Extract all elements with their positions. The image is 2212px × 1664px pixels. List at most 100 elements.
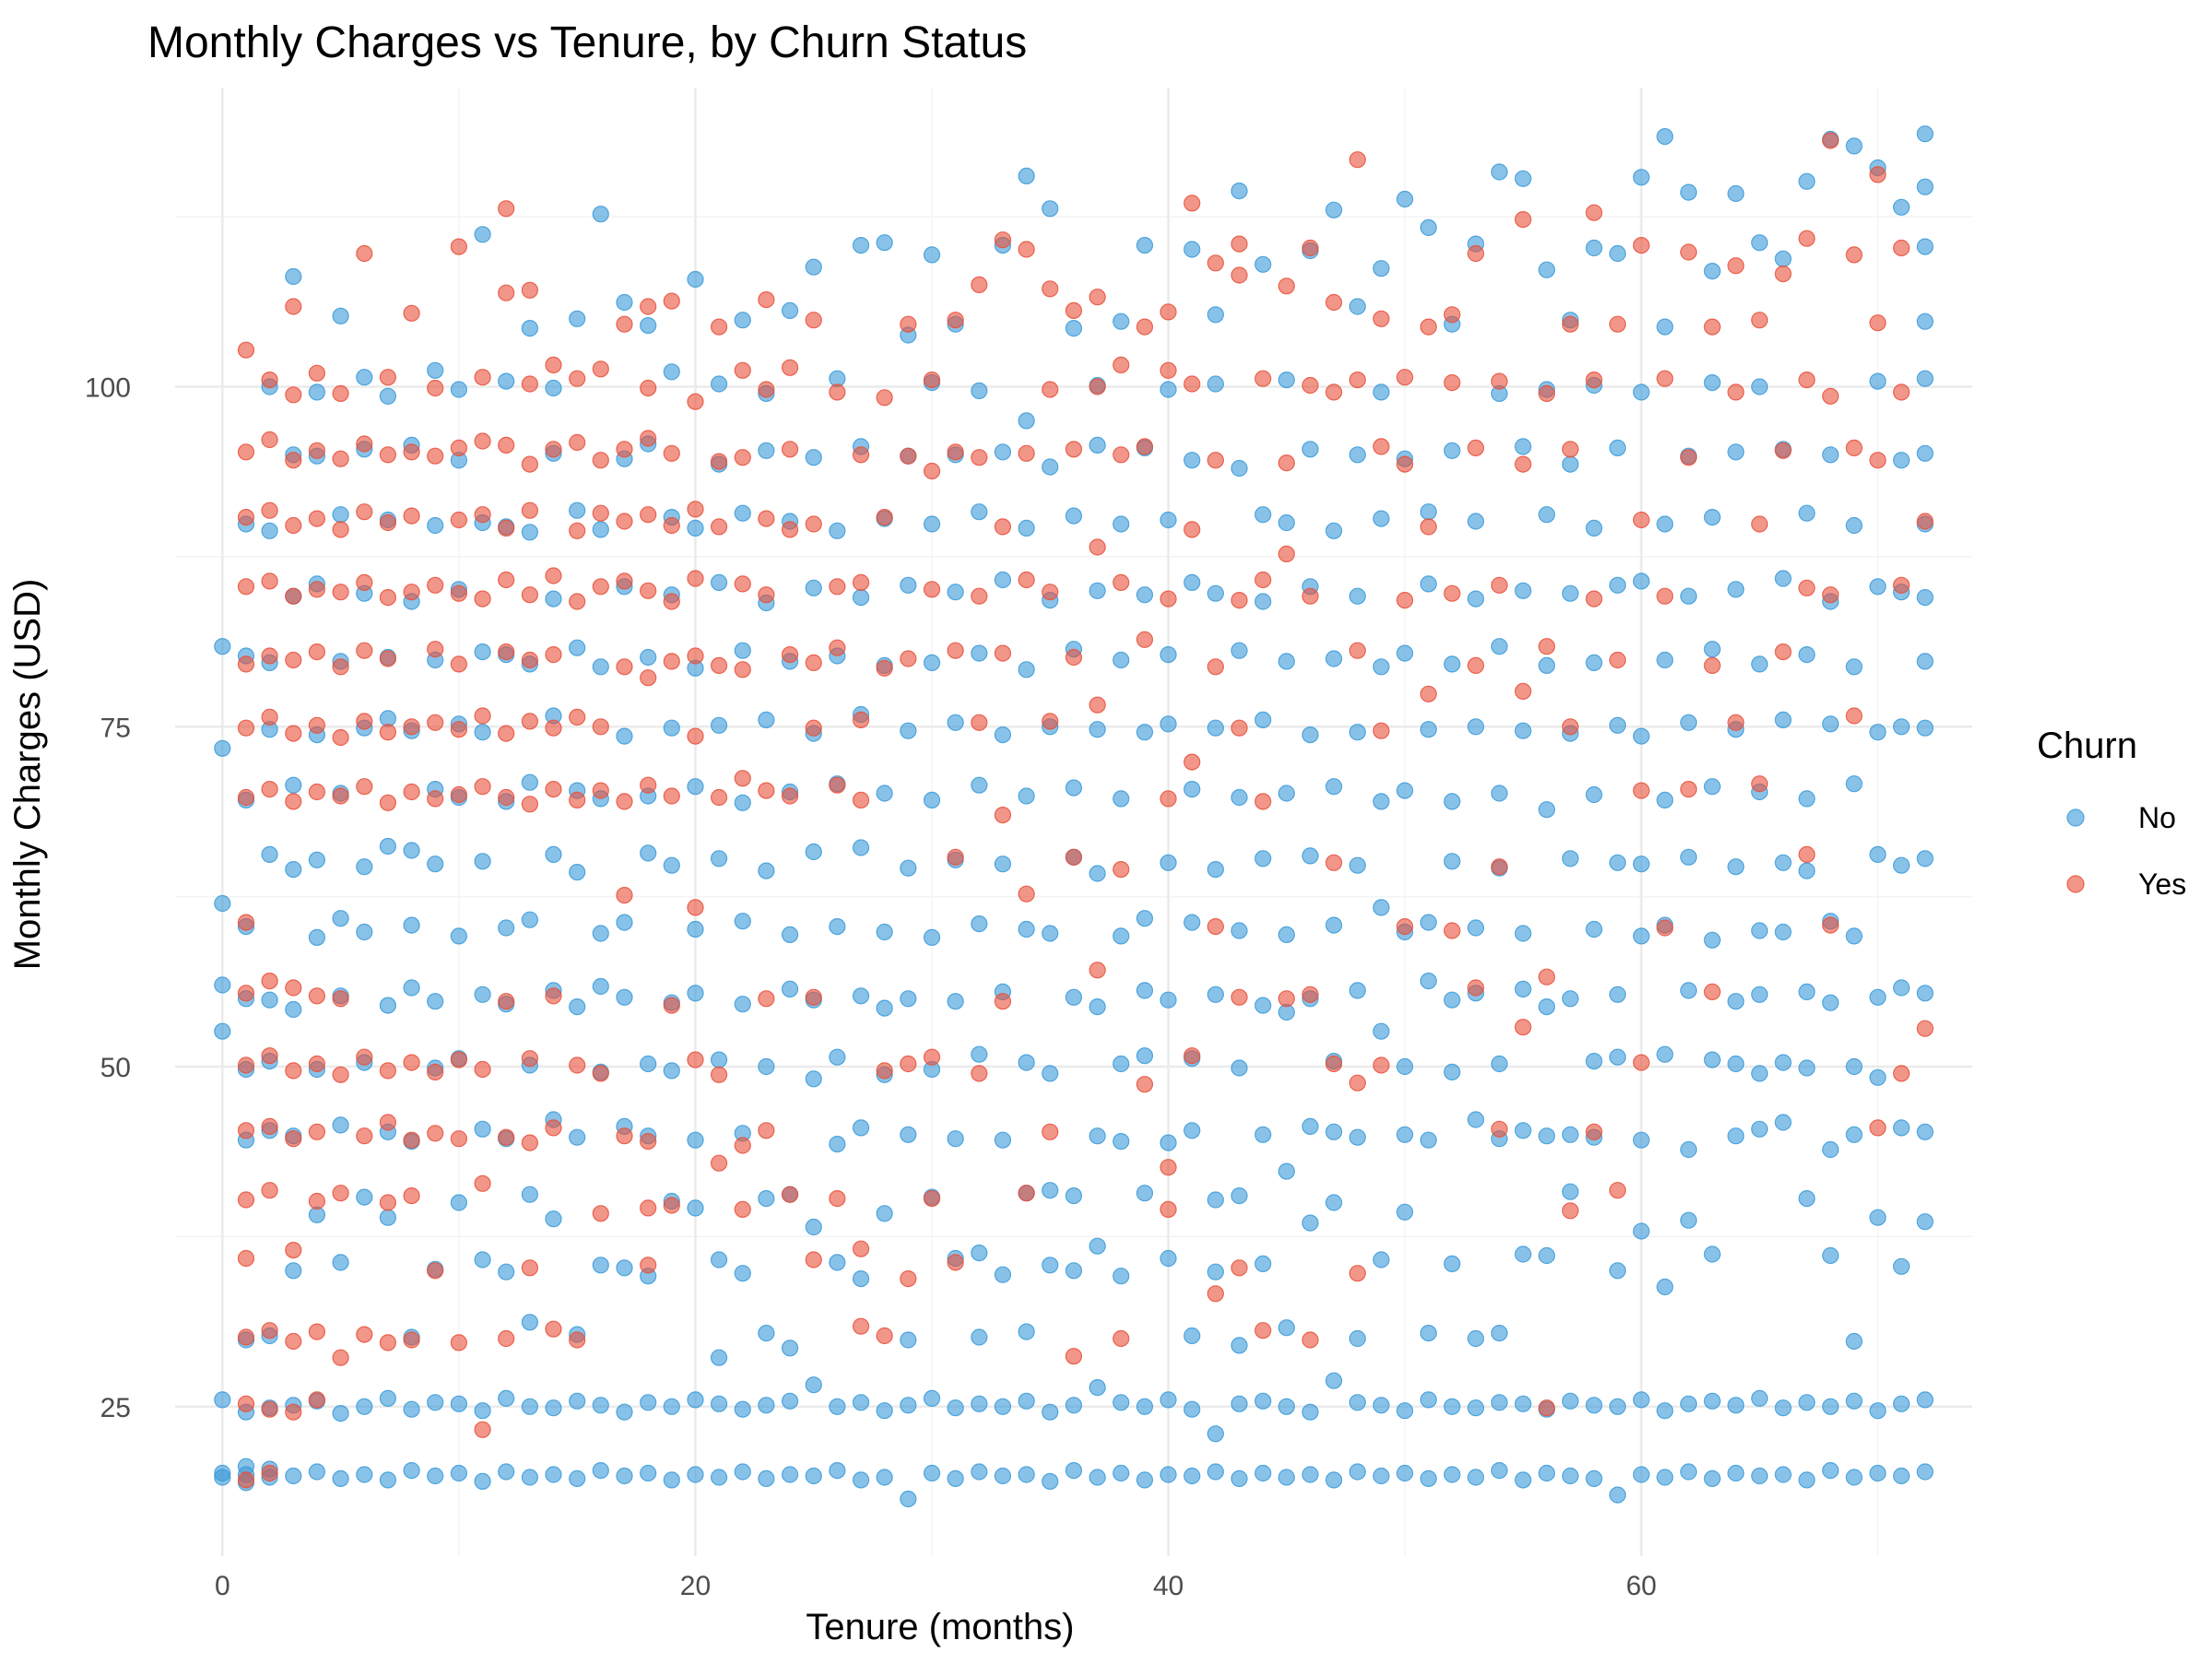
data-point [1088,1127,1106,1145]
data-point [1632,782,1650,799]
data-point [450,927,467,945]
data-point [1301,376,1319,395]
data-point [1892,856,1911,874]
data-point [1088,721,1106,738]
data-point [1135,586,1154,604]
data-point [876,999,893,1017]
data-point [285,725,302,742]
data-point [1869,988,1887,1006]
data-point [1490,858,1508,876]
data-point [545,567,562,584]
data-point [237,443,255,461]
data-point [758,291,775,309]
data-point [734,661,751,679]
data-point [852,987,870,1005]
data-point [1135,724,1154,741]
data-point [1396,1464,1414,1482]
data-point [734,361,751,379]
data-point [332,1469,349,1488]
data-point [1727,384,1745,401]
data-point [1254,1255,1272,1273]
data-point [1112,1132,1130,1151]
data-point [285,587,302,605]
data-point [710,453,728,470]
data-point [569,639,586,656]
data-point [1467,718,1485,736]
data-point [1018,1054,1035,1071]
data-point [1774,266,1792,283]
data-point [734,996,751,1013]
data-point [1348,1463,1367,1481]
data-point [1750,1389,1769,1408]
data-point [947,993,964,1010]
data-point [876,1469,893,1486]
legend-swatch [2066,808,2085,827]
data-point [829,578,846,596]
data-point [214,739,231,757]
data-point [829,522,846,539]
data-point [1608,651,1627,669]
data-point [852,1394,870,1411]
data-point [1656,318,1674,336]
data-point [308,1055,325,1073]
data-point [1301,1466,1319,1483]
data-point [1703,1245,1721,1263]
data-point [1206,1463,1225,1481]
data-point [1608,985,1627,1003]
data-point [498,436,515,454]
data-point [994,231,1012,249]
data-point [1514,170,1532,187]
data-point [1065,1262,1083,1280]
data-point [1301,726,1319,744]
data-point [1727,1397,1745,1414]
data-point [1821,1140,1840,1159]
data-point [1869,1068,1887,1086]
data-point [1112,446,1130,464]
data-point [900,1269,917,1288]
data-point [829,1189,846,1208]
data-point [687,1199,704,1217]
data-point [1159,1200,1177,1219]
data-point [758,586,775,604]
data-point [1892,1119,1911,1137]
data-point [805,312,822,329]
data-point [1301,587,1319,605]
data-point [1845,1057,1863,1076]
data-point [616,988,633,1006]
data-point [1821,586,1840,604]
data-point [379,837,396,856]
data-point [1419,503,1438,521]
data-point [1538,656,1556,675]
data-point [971,587,988,605]
data-point [1301,239,1319,257]
data-point [1679,183,1698,201]
data-point [900,1490,917,1508]
data-point [1443,306,1461,324]
data-point [1679,714,1698,731]
data-point [1065,507,1083,525]
data-point [734,449,751,466]
data-point [237,1249,255,1268]
data-point [1041,1257,1059,1274]
data-point [1018,1185,1035,1202]
data-point [1490,163,1508,181]
chart-title: Monthly Charges vs Tenure, by Churn Stat… [147,18,1027,67]
data-point [1679,982,1698,999]
data-point [379,588,396,607]
data-point [1608,315,1627,333]
data-point [1750,515,1769,533]
data-point [876,1327,893,1345]
data-point [308,783,325,801]
data-point [1277,653,1296,670]
data-point [569,1056,586,1074]
data-point [1301,847,1319,865]
data-point [498,1463,515,1481]
data-point [1065,301,1083,319]
data-point [1750,312,1769,329]
data-point [214,1022,231,1040]
data-point [1656,370,1674,387]
data-point [450,1334,467,1351]
data-point [1325,1055,1343,1073]
data-point [1372,310,1390,327]
data-point [663,593,680,610]
